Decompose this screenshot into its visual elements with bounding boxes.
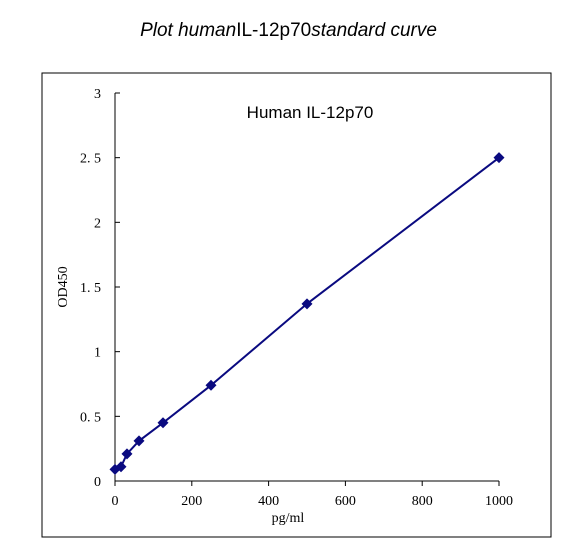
title-part-2: IL-12p70 [236,20,312,41]
y-tick-label: 0. 5 [80,410,101,425]
chart-frame [41,72,552,538]
data-point [115,461,127,473]
data-point [133,435,145,447]
title-part-3: standard curve [311,20,437,41]
y-tick-label: 1 [94,346,101,361]
x-tick-label: 200 [181,494,202,509]
data-point [205,379,217,391]
x-axis-label: pg/ml [272,511,305,526]
x-tick-label: 1000 [485,494,513,509]
x-tick-label: 400 [258,494,279,509]
title-part-1: Plot human [140,20,237,41]
x-ticks: 0 200 400 600 800 1000 [112,481,513,509]
x-tick-label: 0 [112,494,119,509]
x-tick-label: 600 [335,494,356,509]
series-line [114,156,500,471]
y-tick-label: 2 [94,216,101,231]
data-point [493,152,505,164]
y-ticks: 0 0. 5 1 1. 5 2 2. 5 3 [80,87,120,490]
y-axis-label: OD450 [56,266,71,307]
chart-title: Human IL-12p70 [247,103,374,122]
data-point [301,298,313,310]
page-title: Plot humanIL-12p70standard curve [0,20,577,42]
data-point [121,448,133,460]
y-tick-label: 0 [94,475,101,490]
y-tick-label: 1. 5 [80,281,101,296]
y-tick-label: 2. 5 [80,152,101,167]
series-group [109,152,505,475]
x-tick-label: 800 [412,494,433,509]
data-point [157,417,169,429]
y-tick-label: 3 [94,87,101,102]
